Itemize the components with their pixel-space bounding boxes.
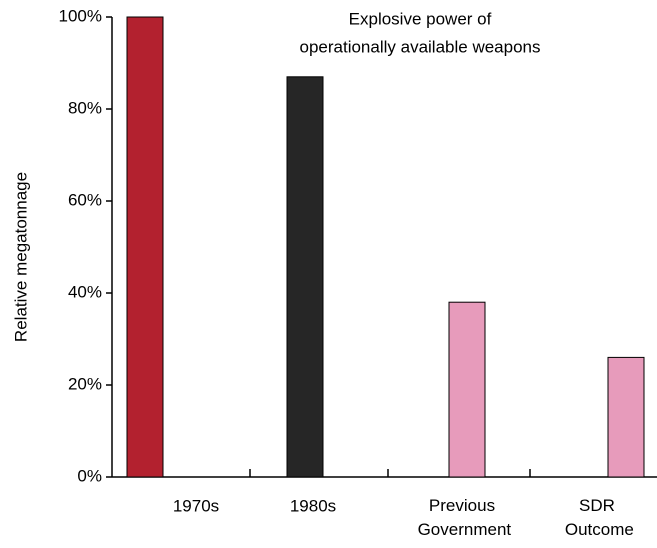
- y-tick-label: 80%: [68, 98, 102, 117]
- y-tick-label: 100%: [59, 6, 102, 25]
- y-axis-label: Relative megatonnage: [11, 172, 30, 342]
- y-tick-label: 20%: [68, 374, 102, 393]
- y-tick-label: 60%: [68, 190, 102, 209]
- bar: [448, 301, 486, 478]
- bar: [607, 356, 645, 478]
- x-tick-label: 1980s: [290, 496, 336, 515]
- y-tick-label: 0%: [77, 466, 102, 485]
- bar: [286, 76, 324, 478]
- bar: [126, 16, 164, 478]
- x-tick-label: SDR Outcome: [560, 496, 634, 539]
- chart-title: Explosive power of: [349, 9, 492, 28]
- y-tick-label: 40%: [68, 282, 102, 301]
- x-tick-label: Previous Government: [413, 496, 512, 539]
- chart-title: operationally available weapons: [300, 37, 541, 56]
- x-tick-label: 1970s: [173, 496, 219, 515]
